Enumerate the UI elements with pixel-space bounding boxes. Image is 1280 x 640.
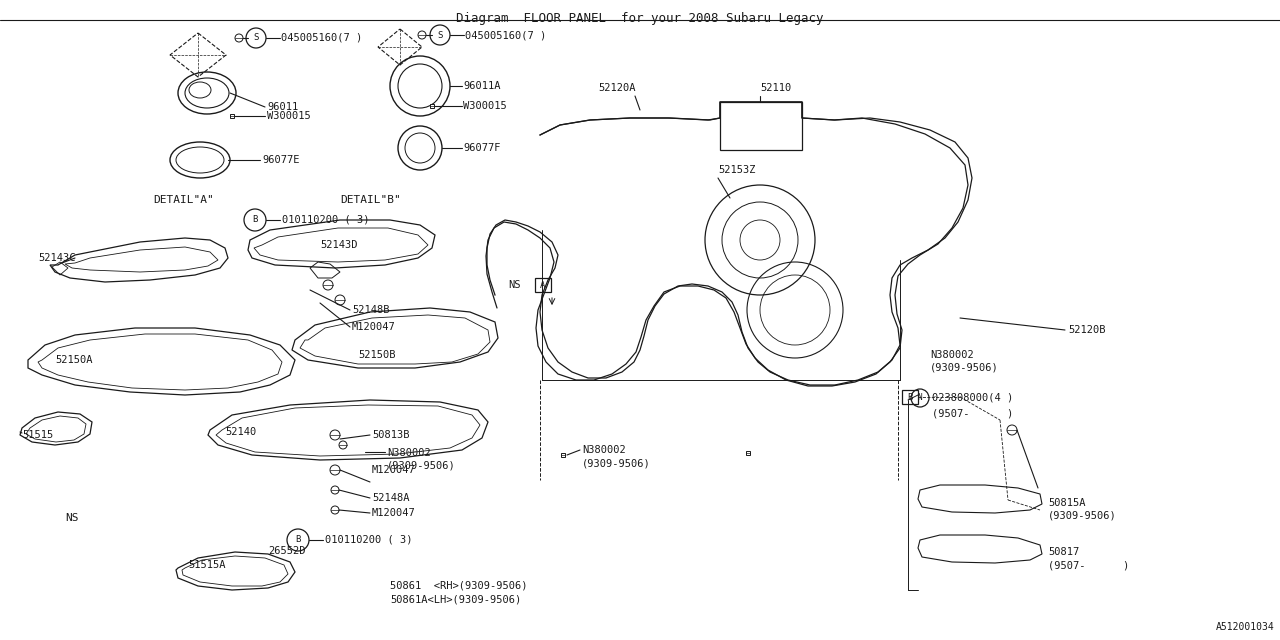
Text: 96011A: 96011A	[463, 81, 500, 91]
Text: B: B	[296, 536, 301, 545]
Text: M120047: M120047	[372, 465, 416, 475]
Text: (9507-      ): (9507- )	[932, 408, 1014, 418]
Text: W300015: W300015	[268, 111, 311, 121]
Text: (9309-9506): (9309-9506)	[1048, 511, 1116, 521]
Text: 045005160(7 ): 045005160(7 )	[465, 30, 547, 40]
Text: 52143C: 52143C	[38, 253, 76, 263]
Text: 52143D: 52143D	[320, 240, 357, 250]
Text: 50813B: 50813B	[372, 430, 410, 440]
Text: 023808000(4 ): 023808000(4 )	[932, 393, 1014, 403]
Text: M120047: M120047	[352, 322, 396, 332]
Text: 50861  <RH>(9309-9506): 50861 <RH>(9309-9506)	[390, 580, 527, 590]
Text: 96077E: 96077E	[262, 155, 300, 165]
Bar	[719, 102, 803, 150]
Text: NS: NS	[508, 280, 521, 290]
Text: 26552D: 26552D	[268, 546, 306, 556]
Text: 010110200 ( 3): 010110200 ( 3)	[282, 215, 370, 225]
Text: N380002: N380002	[582, 445, 626, 455]
Text: 52148B: 52148B	[352, 305, 389, 315]
Text: 51515: 51515	[22, 430, 54, 440]
Text: NS: NS	[65, 513, 78, 523]
Text: Diagram  FLOOR PANEL  for your 2008 Subaru Legacy: Diagram FLOOR PANEL for your 2008 Subaru…	[456, 12, 824, 25]
Text: (9309-9506): (9309-9506)	[931, 363, 998, 373]
Text: DETAIL"A": DETAIL"A"	[154, 195, 214, 205]
Text: 52150A: 52150A	[55, 355, 92, 365]
Text: 52110: 52110	[760, 83, 791, 93]
Text: (9507-      ): (9507- )	[1048, 560, 1129, 570]
Text: B: B	[252, 216, 257, 225]
Text: 96011: 96011	[268, 102, 298, 112]
Text: 52153Z: 52153Z	[718, 165, 755, 175]
Text: A512001034: A512001034	[1216, 622, 1275, 632]
Text: 045005160(7 ): 045005160(7 )	[282, 33, 362, 43]
Text: (9309-9506): (9309-9506)	[387, 461, 456, 471]
Text: S: S	[253, 33, 259, 42]
Text: 52140: 52140	[225, 427, 256, 437]
Text: 52148A: 52148A	[372, 493, 410, 503]
Text: DETAIL"B": DETAIL"B"	[340, 195, 401, 205]
Text: B: B	[908, 392, 913, 401]
Text: W300015: W300015	[463, 101, 507, 111]
Text: 50861A<LH>(9309-9506): 50861A<LH>(9309-9506)	[390, 595, 521, 605]
Text: N380002: N380002	[931, 350, 974, 360]
Text: 52150B: 52150B	[358, 350, 396, 360]
Text: (9309-9506): (9309-9506)	[582, 459, 650, 469]
Text: 52120A: 52120A	[598, 83, 635, 93]
Text: 96077F: 96077F	[463, 143, 500, 153]
Text: 51515A: 51515A	[188, 560, 225, 570]
Text: 50815A: 50815A	[1048, 498, 1085, 508]
Text: N: N	[918, 394, 923, 403]
Bar	[902, 390, 918, 404]
Text: N380002: N380002	[387, 448, 431, 458]
Text: 52120B: 52120B	[1068, 325, 1106, 335]
Bar	[535, 278, 550, 292]
Text: S: S	[438, 31, 443, 40]
Text: A: A	[540, 280, 545, 289]
Text: 50817: 50817	[1048, 547, 1079, 557]
Text: M120047: M120047	[372, 508, 416, 518]
Text: 010110200 ( 3): 010110200 ( 3)	[325, 535, 412, 545]
